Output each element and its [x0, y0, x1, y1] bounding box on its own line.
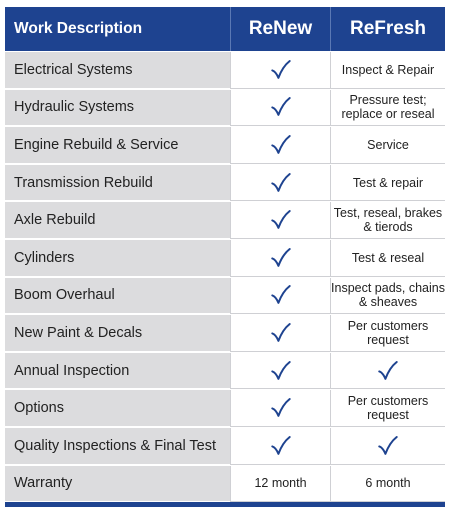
- checkmark-icon: [270, 210, 291, 229]
- renew-cell: [230, 390, 330, 427]
- refresh-cell: Per customers request: [330, 315, 445, 352]
- table-row: Transmission Rebuild Test & repair: [5, 163, 445, 202]
- renew-cell: [230, 427, 330, 465]
- table-row: Hydraulic Systems Pressure test; replace …: [5, 88, 445, 127]
- comparison-table: Work Description ReNew ReFresh Electrica…: [5, 7, 445, 507]
- table-row: Axle Rebuild Test, reseal, brakes & tiero…: [5, 201, 445, 239]
- work-description-cell: Transmission Rebuild: [5, 164, 230, 202]
- table-bottom-rule: [5, 502, 445, 507]
- refresh-cell: Pressure test; replace or reseal: [330, 89, 445, 127]
- table-row: Electrical Systems Inspect & Repair: [5, 51, 445, 89]
- renew-cell: [230, 352, 330, 390]
- work-description-cell: Electrical Systems: [5, 52, 230, 89]
- checkmark-icon: [270, 322, 291, 342]
- work-description-cell: Hydraulic Systems: [5, 89, 230, 127]
- checkmark-icon: [270, 435, 291, 455]
- work-description-cell: Quality Inspections & Final Test: [5, 427, 230, 465]
- refresh-cell: [330, 427, 445, 465]
- header-work-description: Work Description: [14, 20, 143, 37]
- renew-cell: 12 month: [230, 465, 330, 503]
- table-row: Options Per customers request: [5, 389, 445, 427]
- work-description-cell: Annual Inspection: [5, 352, 230, 390]
- refresh-cell: Test, reseal, brakes & tierods: [330, 202, 445, 239]
- renew-cell: [230, 127, 330, 164]
- work-description-cell: Options: [5, 390, 230, 427]
- work-description-cell: Cylinders: [5, 239, 230, 277]
- work-description-cell: Boom Overhaul: [5, 277, 230, 315]
- refresh-cell: Test & repair: [330, 164, 445, 202]
- table-row: Engine Rebuild & Service Service: [5, 126, 445, 164]
- renew-cell: [230, 277, 330, 315]
- table-header: Work Description ReNew ReFresh: [5, 7, 445, 51]
- refresh-cell: [330, 352, 445, 390]
- work-description-cell: Engine Rebuild & Service: [5, 127, 230, 164]
- checkmark-icon: [270, 285, 291, 305]
- header-refresh: ReFresh: [330, 7, 445, 51]
- renew-cell: [230, 164, 330, 202]
- checkmark-icon: [270, 134, 291, 154]
- refresh-cell: Service: [330, 127, 445, 164]
- work-description-cell: Axle Rebuild: [5, 202, 230, 239]
- work-description-cell: New Paint & Decals: [5, 315, 230, 352]
- refresh-cell: Test & reseal: [330, 239, 445, 277]
- checkmark-icon: [270, 172, 291, 192]
- table-row: Cylinders Test & reseal: [5, 238, 445, 277]
- table-row: Quality Inspections & Final Test: [5, 426, 445, 465]
- table-row: New Paint & Decals Per customers request: [5, 314, 445, 352]
- renew-cell: [230, 89, 330, 127]
- work-description-cell: Warranty: [5, 465, 230, 503]
- refresh-cell: Per customers request: [330, 390, 445, 427]
- refresh-cell: Inspect & Repair: [330, 52, 445, 89]
- checkmark-icon: [270, 360, 291, 380]
- checkmark-icon: [270, 247, 291, 267]
- table-body: Electrical Systems Inspect & Repair Hydrau…: [5, 51, 445, 503]
- checkmark-icon: [270, 59, 291, 79]
- renew-cell: [230, 202, 330, 239]
- table-row: Boom Overhaul Inspect pads, chains & shea…: [5, 276, 445, 315]
- checkmark-icon: [378, 360, 398, 380]
- refresh-cell: 6 month: [330, 465, 445, 503]
- renew-cell: [230, 315, 330, 352]
- checkmark-icon: [270, 97, 291, 117]
- refresh-cell: Inspect pads, chains & sheaves: [330, 277, 445, 315]
- renew-cell: [230, 52, 330, 89]
- table-row: Annual Inspection: [5, 351, 445, 390]
- checkmark-icon: [270, 398, 291, 417]
- renew-cell: [230, 239, 330, 277]
- header-renew: ReNew: [230, 7, 330, 51]
- table-row: Warranty 12 month 6 month: [5, 464, 445, 503]
- checkmark-icon: [378, 435, 398, 455]
